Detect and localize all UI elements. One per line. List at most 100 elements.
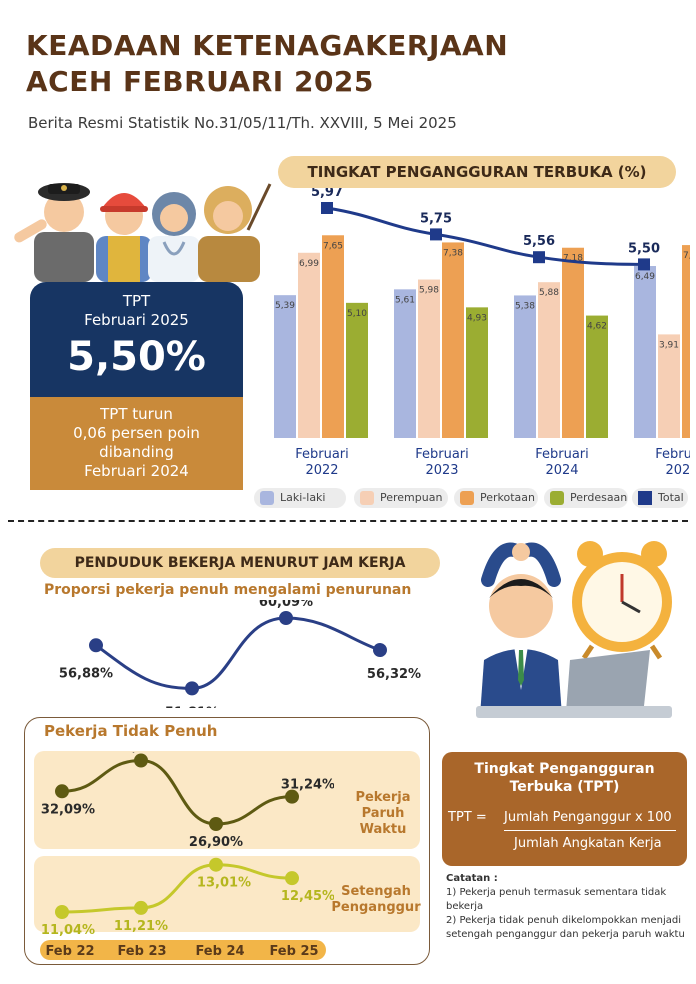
legend-laki-laki: Laki-laki (254, 488, 346, 508)
bar-value-label: 5,38 (515, 301, 535, 311)
page-subtitle: Berita Resmi Statistik No.31/05/11/Th. X… (28, 114, 457, 132)
formula-lhs: TPT = (448, 810, 487, 825)
laptop-icon (476, 650, 672, 718)
section2-subtitle: Proporsi pekerja penuh mengalami penurun… (44, 582, 412, 598)
setengah-penganggur-point (134, 900, 148, 915)
total-point (533, 251, 545, 264)
bar-perkotaan-2025 (682, 245, 690, 438)
category-label-line2: 2025 (665, 463, 690, 478)
total-line (326, 206, 645, 266)
bar-value-label: 7,28 (683, 251, 690, 261)
bar-perdesaan-2024 (586, 315, 608, 438)
category-axis-label: Feb 22 (45, 944, 94, 959)
bar-perkotaan-2024 (562, 247, 584, 438)
stretching-worker-figure (480, 542, 562, 716)
bar-laki-laki-2024 (514, 295, 536, 438)
bar-value-label: 4,93 (467, 313, 487, 323)
setengah-penganggur-point (55, 905, 69, 919)
paruh-label-line-3: Waktu (359, 822, 407, 837)
category-label-line2: 2023 (425, 463, 458, 478)
bar-value-label: 5,10 (347, 309, 367, 319)
tpt-card-label-1: TPT (122, 292, 151, 310)
tpt-formula-box: Tingkat Pengangguran Terbuka (TPT) TPT =… (442, 752, 687, 866)
bar-value-label: 6,49 (635, 272, 655, 282)
tpt-summary-card: TPT Februari 2025 5,50% TPT turun 0,06 p… (30, 282, 243, 490)
legend-total-label: Total (658, 491, 684, 504)
bar-laki-laki-2023 (394, 289, 416, 438)
tpt-card-top: TPT Februari 2025 5,50% (30, 282, 243, 397)
formula-numerator: Jumlah Penganggur x 100 (504, 810, 672, 825)
bar-perdesaan-2022 (346, 302, 368, 438)
formula-title: Tingkat Pengangguran Terbuka (TPT) (442, 760, 687, 796)
bar-laki-laki-2022 (274, 295, 296, 438)
doctor-figure (148, 192, 200, 282)
category-label-line1: Februari (655, 447, 690, 462)
legend-total: Total (632, 488, 688, 508)
total-point (430, 228, 442, 241)
setengah-penganggur-value-label: 11,21% (114, 919, 168, 934)
legend-perempuan-swatch (360, 491, 374, 505)
page-title: KEADAAN KETENAGAKERJAAN ACEH FEBRUARI 20… (26, 28, 508, 100)
setengah-penganggur-value-label: 12,45% (281, 889, 334, 904)
bar-perempuan-2023 (418, 279, 440, 438)
paruh-waktu-series-label: Pekerja Paruh Waktu (338, 790, 428, 838)
legend-perkotaan: Perkotaan (454, 488, 538, 508)
pekerja-penuh-point (89, 638, 103, 653)
bar-value-label: 7,65 (323, 241, 343, 251)
paruh-label-line-2: Paruh (361, 806, 405, 821)
pekerja-penuh-value-label: 60,09% (259, 600, 313, 610)
tpt-desc-line-2: 0,06 persen poin (73, 424, 200, 442)
police-figure (14, 183, 94, 282)
setengah-penganggur-panel (34, 856, 420, 932)
pekerja-penuh-point (279, 611, 293, 625)
category-axis-label: Feb 25 (269, 944, 318, 959)
notes-item-1: 1) Pekerja penuh termasuk sementara tida… (446, 887, 667, 912)
bar-perdesaan-2023 (466, 307, 488, 438)
formula-fraction-line (504, 830, 676, 831)
formula-denominator: Jumlah Angkatan Kerja (514, 836, 662, 851)
legend-perempuan: Perempuan (354, 488, 448, 508)
pekerja-penuh-point (185, 681, 199, 696)
total-point (321, 202, 333, 214)
formula-title-line-2: Terbuka (TPT) (509, 779, 620, 795)
pekerja-penuh-line-chart: 56,88% 51,81% 60,09% 56,32% (59, 600, 421, 708)
setengah-label-line-1: Setengah (341, 884, 411, 899)
legend-perkotaan-label: Perkotaan (480, 491, 536, 504)
paruh-waktu-point (55, 784, 69, 799)
total-point (638, 258, 650, 271)
legend-perdesaan-label: Perdesaan (570, 491, 628, 504)
pekerja-penuh-value-label: 56,32% (367, 667, 421, 682)
clock-icon (572, 541, 672, 660)
setengah-penganggur-value-label: 11,04% (41, 923, 95, 938)
category-label-line1: Februari (535, 447, 589, 462)
setengah-penganggur-value-label: 13,01% (197, 876, 251, 891)
paruh-waktu-point (285, 789, 299, 804)
bar-value-label: 5,39 (275, 301, 295, 311)
notes: Catatan : 1) Pekerja penuh termasuk seme… (446, 872, 686, 942)
tpt-bar-chart: 5,396,997,655,10Februari20225,615,987,38… (274, 188, 690, 478)
legend-perkotaan-swatch (460, 491, 474, 505)
pekerja-tidak-penuh-title: Pekerja Tidak Penuh (44, 722, 218, 740)
legend-perdesaan-swatch (550, 491, 564, 505)
notes-item-2: 2) Pekerja tidak penuh dikelompokkan men… (446, 915, 685, 940)
tpt-chart-title: TINGKAT PENGANGGURAN TERBUKA (%) (278, 156, 676, 188)
category-axis-label: Feb 24 (195, 944, 244, 959)
category-label-line1: Februari (295, 447, 349, 462)
setengah-penganggur-point (209, 857, 223, 872)
category-label-line2: 2024 (545, 463, 578, 478)
legend-laki-laki-label: Laki-laki (280, 491, 326, 504)
bar-value-label: 3,91 (659, 340, 679, 350)
pekerja-penuh-value-label: 56,88% (59, 666, 113, 681)
section-divider (8, 520, 688, 522)
bar-perempuan-2025 (658, 334, 680, 438)
formula-title-line-1: Tingkat Pengangguran (474, 761, 655, 777)
bar-perempuan-2022 (298, 252, 320, 438)
legend-laki-laki-swatch (260, 491, 274, 505)
bar-value-label: 6,99 (299, 259, 319, 269)
category-axis-bar (40, 940, 326, 960)
tpt-desc-line-4: Februari 2024 (84, 462, 189, 480)
paruh-waktu-line (61, 758, 293, 826)
total-value-label: 5,56 (523, 234, 555, 249)
bar-value-label: 5,61 (395, 295, 415, 305)
bar-laki-laki-2025 (634, 266, 656, 438)
